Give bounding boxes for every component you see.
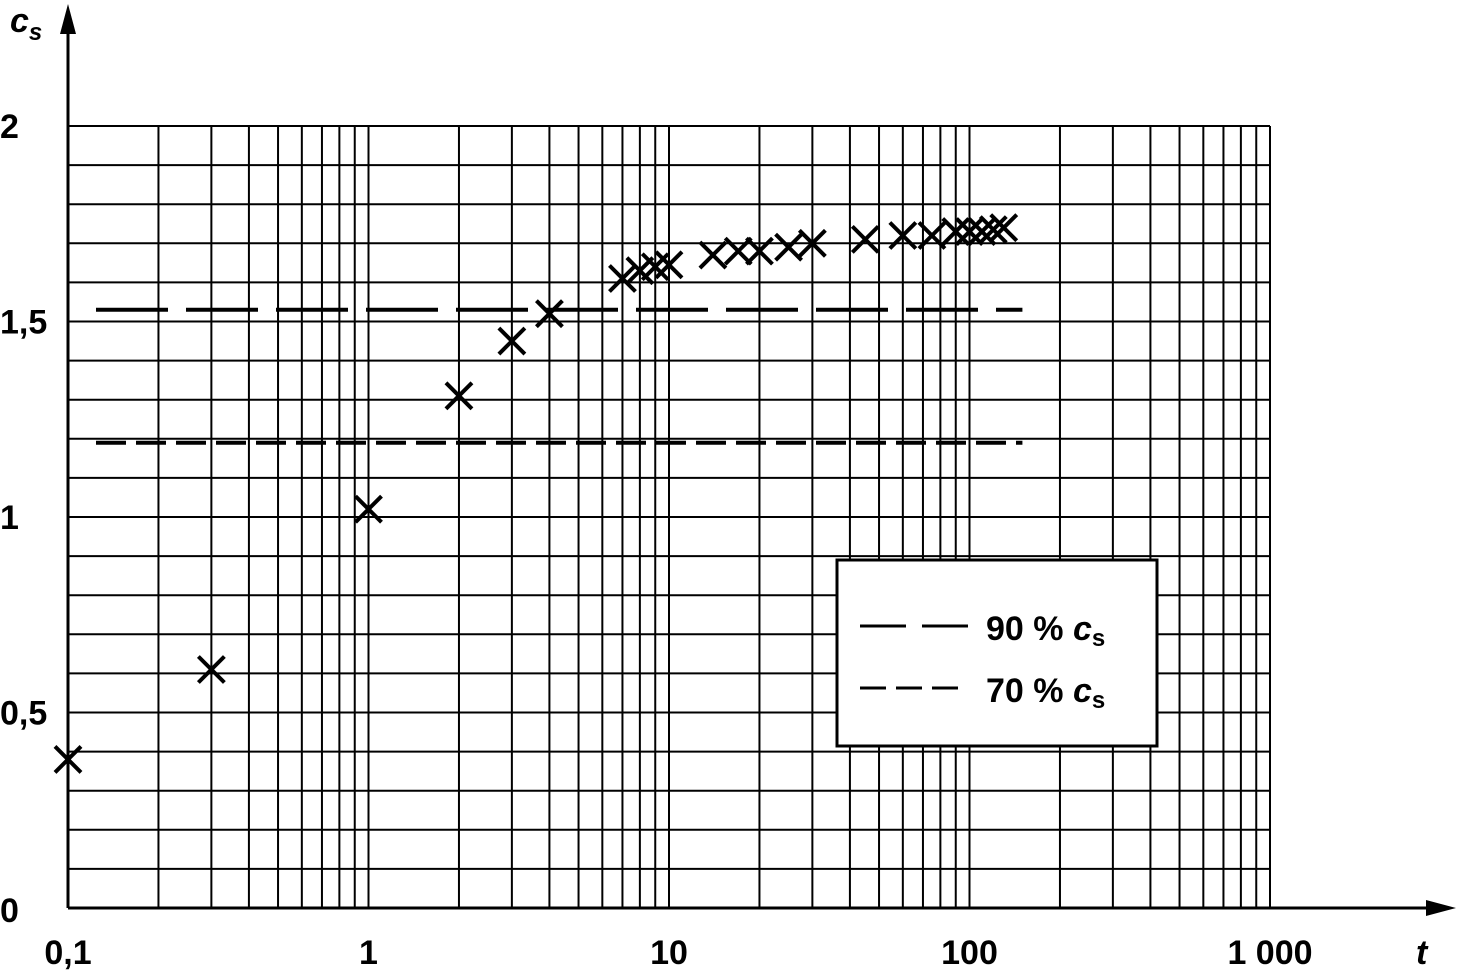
x-tick-label: 100 — [941, 934, 998, 972]
data-point — [354, 494, 383, 524]
legend: 90 % cs 70 % cs — [835, 558, 1159, 748]
data-point — [917, 221, 947, 250]
reference-lines — [96, 307, 1023, 445]
y-tick-label: 1,5 — [0, 304, 47, 342]
data-point — [723, 236, 753, 266]
x-tick-label: 10 — [650, 934, 688, 972]
data-point — [654, 250, 684, 280]
data-point — [698, 240, 728, 270]
data-point — [535, 299, 564, 329]
x-tick-labels: 0,1 1 10 100 1 000 — [44, 934, 1312, 972]
y-axis-arrow — [60, 4, 76, 34]
x-axis-label: t — [1416, 934, 1429, 972]
y-axis-label: cs — [10, 2, 42, 46]
data-point — [444, 381, 474, 411]
x-tick-label: 1 000 — [1227, 934, 1312, 972]
legend-box — [835, 558, 1159, 748]
y-tick-label: 2 — [0, 108, 19, 146]
data-point — [941, 217, 971, 246]
axes — [60, 4, 1456, 916]
data-point — [196, 655, 226, 684]
x-tick-label: 1 — [359, 934, 378, 972]
legend-label-70: 70 % cs — [986, 672, 1105, 714]
legend-label-90: 90 % cs — [986, 610, 1105, 652]
data-point — [745, 236, 774, 266]
y-tick-labels: 0 0,5 1 1,5 2 — [0, 108, 47, 930]
data-point — [53, 745, 83, 774]
grid — [67, 125, 1271, 909]
data-point — [608, 264, 637, 293]
data-point — [797, 228, 827, 258]
data-point — [774, 232, 803, 262]
x-tick-label: 0,1 — [44, 934, 91, 972]
data-point — [497, 326, 527, 356]
data-point — [978, 215, 1008, 245]
data-point — [888, 221, 918, 250]
y-tick-label: 0 — [0, 892, 19, 930]
data-point — [989, 213, 1019, 243]
data-points — [53, 213, 1019, 774]
x-axis-arrow — [1426, 900, 1456, 916]
data-point — [955, 217, 984, 246]
y-tick-label: 1 — [0, 499, 19, 537]
data-point — [850, 224, 880, 254]
y-tick-label: 0,5 — [0, 695, 47, 733]
